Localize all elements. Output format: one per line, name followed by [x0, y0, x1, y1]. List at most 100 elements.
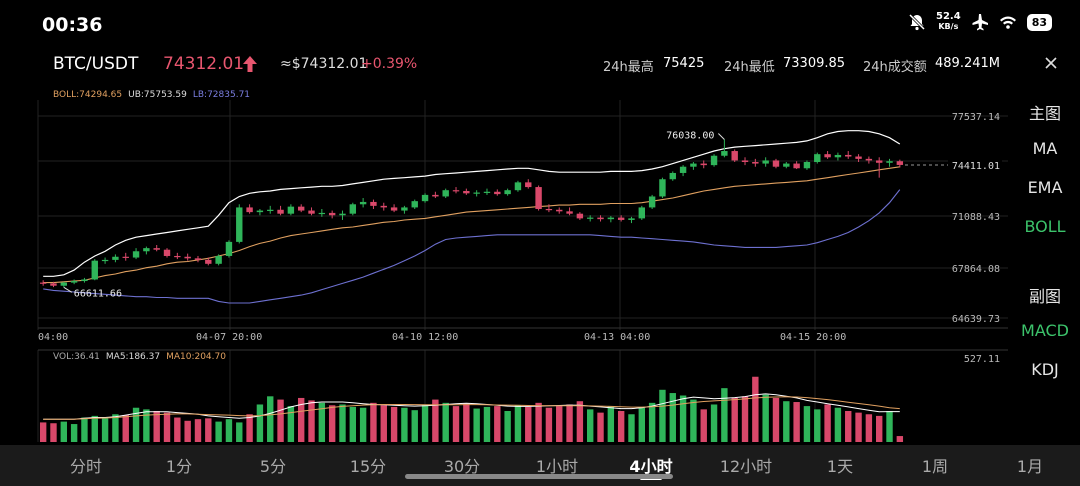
main-indicator-title: 主图 [1028, 104, 1061, 123]
vol-ma5-value: MA5:186.37 [105, 352, 161, 362]
candle-body [184, 256, 191, 259]
current-price-tag-bg [948, 157, 1002, 172]
indicator-ma[interactable]: MA [1032, 139, 1058, 158]
candle-body [50, 283, 57, 286]
tab-30min[interactable]: 30分 [443, 457, 481, 476]
volume-24h-label: 24h成交额 [863, 60, 927, 75]
low-marker-label: 66611.66 [74, 288, 122, 299]
volume-bar [494, 406, 501, 442]
indicator-ema[interactable]: EMA [1027, 178, 1063, 197]
volume-bar [101, 418, 109, 442]
candle-body [70, 281, 78, 283]
ticker-header: BTC/USDT 74312.01 ≈$74312.01 +0.39% 24h最… [0, 48, 1080, 82]
candle-body [597, 217, 604, 220]
volume-bar [690, 399, 697, 442]
candle-body [359, 201, 367, 205]
boll-mid-value: BOLL:74294.65 [53, 90, 123, 100]
low-24h-label: 24h最低 [724, 60, 775, 75]
tab-1hour[interactable]: 1小时 [535, 457, 579, 476]
volume-bar [143, 409, 150, 442]
boll-lower-value: LB:72835.71 [192, 90, 251, 100]
candle-body [504, 190, 511, 195]
tab-1day[interactable]: 1天 [826, 457, 854, 476]
candle-body [576, 213, 584, 219]
volume-bar [359, 407, 367, 442]
candle-body [669, 172, 676, 180]
candle-body [277, 209, 284, 214]
high-24h-label: 24h最高 [603, 60, 654, 75]
volume-bar [576, 401, 584, 442]
candle-body [432, 194, 439, 197]
high-24h-value: 75425 [663, 56, 705, 71]
sub-indicator-title: 副图 [1028, 287, 1061, 306]
indicator-boll[interactable]: BOLL [1024, 217, 1066, 236]
candle-body [60, 282, 68, 286]
tab-4hour[interactable]: 4小时 [629, 457, 673, 476]
tab-timeshare[interactable]: 分时 [69, 457, 103, 476]
indicator-kdj[interactable]: KDJ [1031, 360, 1059, 379]
volume-bar [236, 422, 243, 442]
home-indicator[interactable] [405, 474, 673, 479]
volume-bar [752, 376, 759, 442]
candle-body [205, 259, 212, 264]
volume-bar [215, 421, 222, 442]
kline-chart[interactable]: 77537.14 71088.43 67864.08 64639.73 527.11 04… [0, 0, 1010, 445]
volume-bar [710, 404, 718, 442]
volume-bar [886, 411, 893, 442]
tab-12hour[interactable]: 12小时 [719, 457, 773, 476]
volume-bar [60, 421, 68, 442]
volume-bar [267, 396, 274, 442]
volume-bar [628, 414, 635, 442]
candle-body [246, 207, 253, 213]
volume-bar [328, 405, 336, 442]
tab-15min[interactable]: 15分 [349, 457, 387, 476]
volume-bar [401, 407, 408, 442]
candle-body [628, 218, 635, 220]
candle-body [483, 191, 491, 193]
volume-bar [638, 407, 646, 442]
candle-body [875, 160, 883, 163]
volume-bar [421, 404, 429, 442]
candle-body [617, 217, 625, 220]
tab-1week[interactable]: 1周 [921, 457, 949, 476]
volume-bar [617, 411, 625, 442]
tab-5min[interactable]: 5分 [259, 457, 287, 476]
trading-pair[interactable]: BTC/USDT [53, 54, 139, 74]
volume-bar [297, 397, 305, 442]
candle-body [607, 217, 615, 220]
candle-body [287, 206, 295, 214]
volume-bar [442, 402, 449, 442]
time-axis-label: 04-13 04:00 [584, 332, 650, 343]
arrow-up-icon [243, 56, 257, 72]
volume-bar [721, 388, 728, 442]
airplane-icon [972, 14, 988, 31]
candle-body [163, 249, 171, 256]
current-price-tag: 74411.01 [952, 161, 1000, 172]
battery-indicator: 83 [1026, 13, 1052, 31]
indicator-macd[interactable]: MACD [1021, 321, 1069, 340]
tab-1min[interactable]: 1分 [165, 457, 193, 476]
candle-body [122, 256, 129, 258]
volume-bar [525, 406, 532, 442]
volume-bar [452, 406, 460, 442]
tab-1month[interactable]: 1月 [1016, 457, 1044, 476]
price-axis-label: 64639.73 [952, 314, 1000, 325]
volume-bar [855, 412, 862, 442]
volume-bar [256, 404, 264, 442]
candle-body [700, 163, 707, 166]
volume-legend: VOL:36.41 MA5:186.37 MA10:204.70 [53, 352, 226, 362]
volume-bar [504, 411, 511, 442]
candle-body [328, 212, 336, 216]
candle-body [39, 282, 47, 284]
volume-bar [741, 396, 749, 442]
volume-bar [834, 407, 842, 442]
close-icon[interactable] [1042, 54, 1060, 72]
candle-body [710, 155, 718, 166]
time-axis-label: 04:00 [38, 332, 68, 343]
volume-bar [70, 424, 78, 442]
volume-bar [824, 404, 831, 442]
volume-bar [803, 406, 811, 442]
candle-body [411, 201, 418, 208]
volume-bar [463, 403, 470, 442]
time-axis-label: 04-15 20:00 [780, 332, 846, 343]
